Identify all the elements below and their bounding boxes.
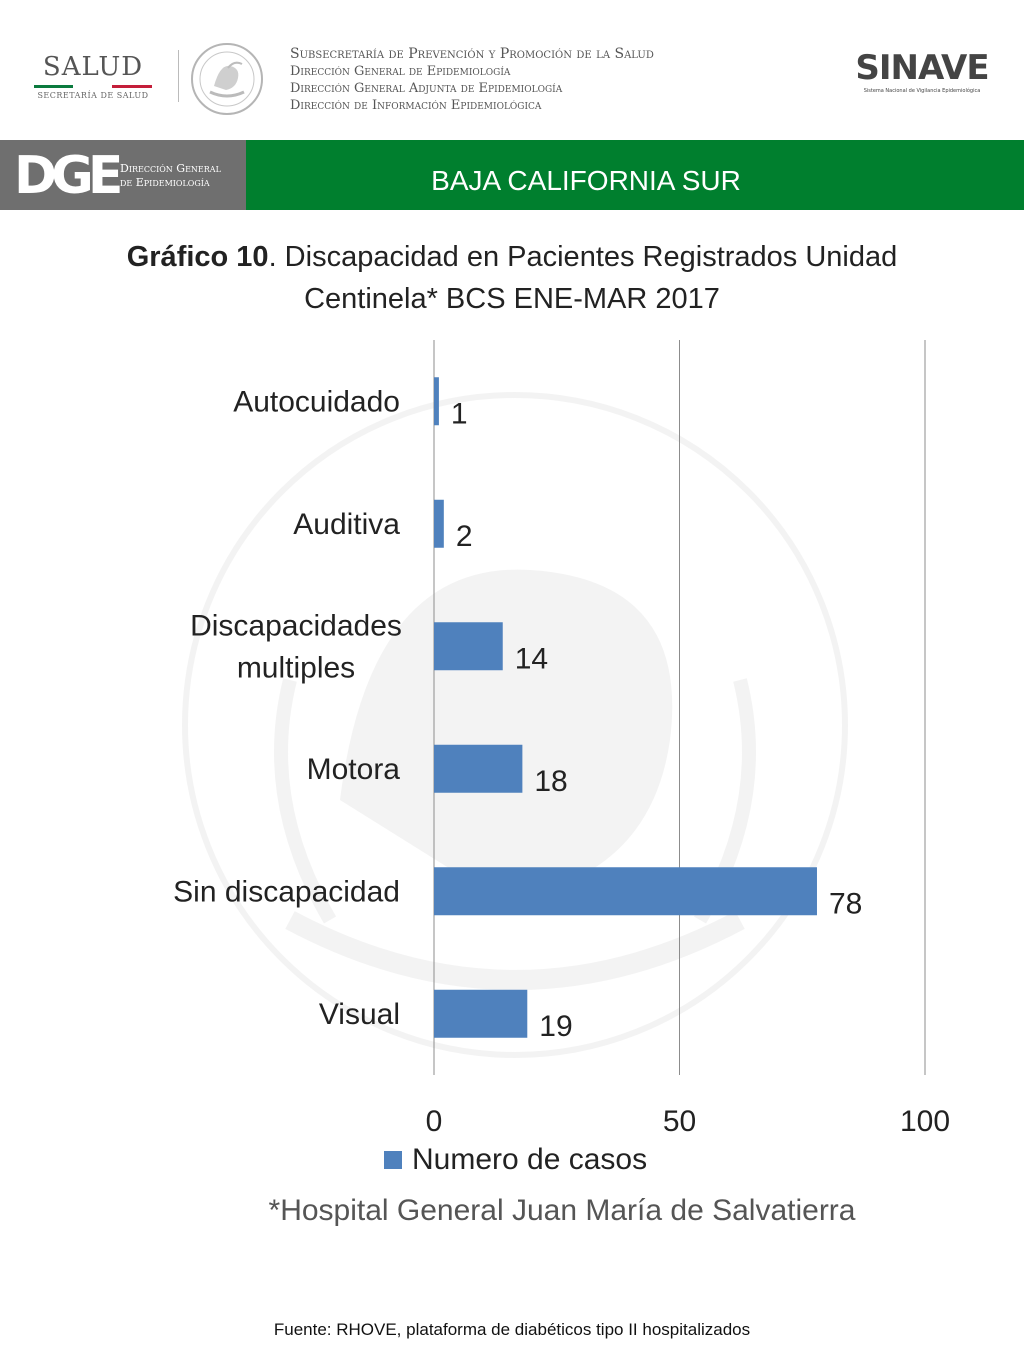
category-label-line: Visual — [319, 998, 400, 1031]
chart-footnote: *Hospital General Juan María de Salvatie… — [268, 1194, 856, 1227]
subsecretaria-line: Dirección de Información Epidemiológica — [290, 98, 542, 113]
chart-title: Gráfico 10. Discapacidad en Pacientes Re… — [60, 236, 964, 320]
x-tick-label: 100 — [900, 1105, 950, 1138]
chart-title-text: . Discapacidad en Pacientes Registrados … — [268, 241, 898, 315]
salud-logo-subtitle: SECRETARÍA DE SALUD — [37, 91, 149, 100]
bar — [434, 744, 523, 793]
dge-logo-text: Dirección General de Epidemiología — [120, 162, 221, 190]
sinave-logo-subtitle: Sistema Nacional de Vigilancia Epidemiol… — [863, 88, 981, 94]
bar — [434, 499, 444, 548]
subsecretaria-lines: Subsecretaría de Prevención y Promoción … — [290, 46, 810, 114]
salud-logo: SALUD SECRETARÍA DE SALUD — [28, 52, 158, 104]
category-label: Motora — [307, 753, 401, 786]
page-header: SALUD SECRETARÍA DE SALUD Subsecretaría … — [0, 0, 1024, 135]
bar — [434, 622, 503, 671]
category-label: Visual — [319, 998, 400, 1031]
category-label-line: multiples — [237, 651, 355, 684]
bar — [434, 377, 439, 426]
dge-logo-line: Dirección General — [120, 162, 221, 175]
bar — [434, 989, 528, 1038]
category-label-line: Autocuidado — [233, 385, 400, 418]
state-title: BAJA CALIFORNIA SUR — [431, 165, 741, 196]
mexican-coat-of-arms-icon — [191, 43, 263, 115]
subsecretaria-line: Dirección General Adjunta de Epidemiolog… — [290, 81, 563, 96]
category-label: Sin discapacidad — [173, 875, 400, 908]
x-tick-label: 0 — [426, 1105, 443, 1138]
data-label: 2 — [456, 520, 473, 553]
chart-title-number: Gráfico 10 — [126, 241, 269, 273]
category-label-line: Sin discapacidad — [173, 875, 400, 908]
data-label: 18 — [534, 765, 567, 798]
state-bar: BAJA CALIFORNIA SUR — [246, 140, 1024, 210]
salud-logo-stripe — [34, 85, 152, 88]
category-label-line: Discapacidades — [190, 609, 402, 642]
sinave-logo-word: SINAVE — [855, 48, 989, 88]
region-banner: DGE Dirección General de Epidemiología B… — [0, 140, 1024, 210]
category-label: Auditiva — [293, 508, 400, 541]
chart-legend: Numero de casos — [384, 1142, 647, 1178]
header-divider — [178, 50, 179, 102]
bar — [434, 867, 817, 916]
category-label: Autocuidado — [233, 385, 400, 418]
subsecretaria-line: Dirección General de Epidemiología — [290, 64, 511, 79]
category-label-line: Auditiva — [293, 508, 400, 541]
data-label: 78 — [829, 887, 862, 920]
dge-logo-line: de Epidemiología — [120, 176, 210, 189]
source-note: Fuente: RHOVE, plataforma de diabéticos … — [273, 1320, 751, 1339]
x-tick-label: 50 — [663, 1105, 696, 1138]
dge-logo-letters: DGE — [14, 146, 123, 206]
category-label-line: Motora — [307, 753, 401, 786]
sinave-logo: SINAVE Sistema Nacional de Vigilancia Ep… — [852, 48, 992, 100]
category-label: Discapacidades multiples — [190, 609, 402, 684]
bar-chart: 0 50 100 1 Autocuidado 2 Auditiva 14 Discapacida… — [173, 340, 950, 1138]
salud-logo-word: SALUD — [42, 52, 144, 82]
data-label: 1 — [451, 397, 468, 430]
subsecretaria-line: Subsecretaría de Prevención y Promoción … — [290, 46, 654, 62]
legend-label: Numero de casos — [412, 1143, 648, 1176]
data-label: 14 — [515, 642, 548, 675]
dge-logo: DGE Dirección General de Epidemiología — [0, 140, 246, 210]
legend-swatch — [384, 1151, 402, 1169]
data-label: 19 — [539, 1010, 572, 1043]
